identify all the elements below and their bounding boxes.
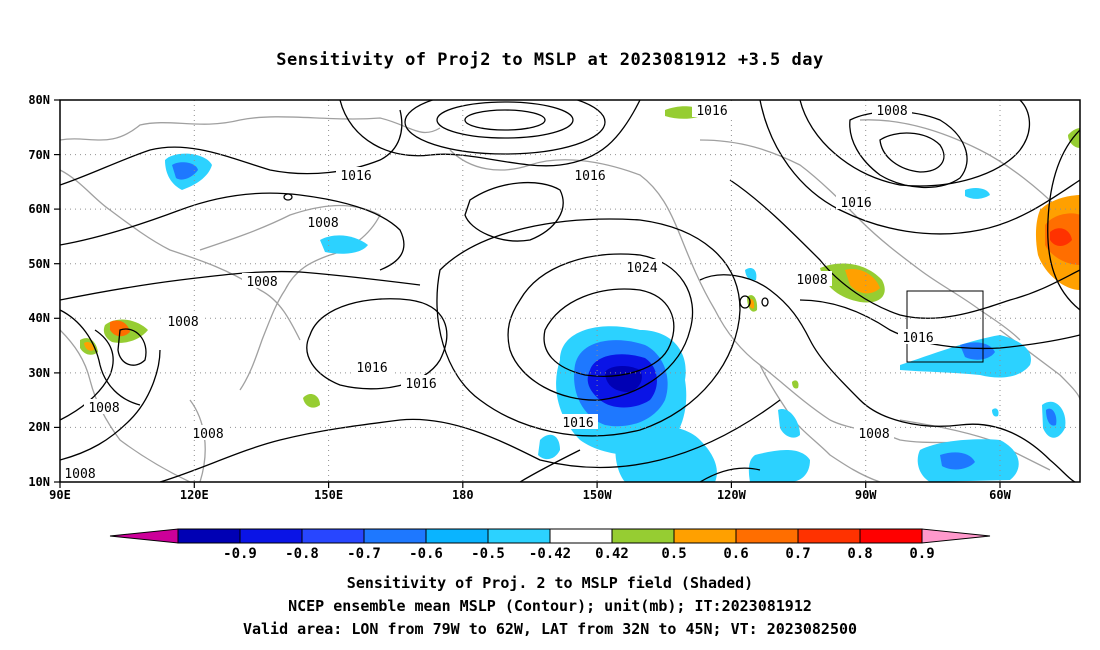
colorbar: -0.9 -0.8 -0.7 -0.6 -0.5 -0.42 0.42 0.5 0.6 0.7 0.… [109,528,991,562]
contour-labels: 1016 1008 1016 1016 1008 1024 1016 1008 … [60,102,938,482]
contour-label: 1008 [64,467,95,482]
colorbar-tick-label: 0.8 [847,546,872,562]
colorbar-left-triangle [109,528,179,544]
colorbar-swatch [611,528,675,544]
x-tick-label: 90E [49,488,71,502]
y-tick-label: 10N [28,475,50,489]
x-tick-label: 120W [717,488,747,502]
x-tick-label: 120E [180,488,209,502]
contour-label: 1016 [902,331,933,346]
contour-label: 1008 [88,401,119,416]
footer-line-contour: NCEP ensemble mean MSLP (Contour); unit(… [288,597,812,615]
contour-label: 1016 [574,169,605,184]
colorbar-labels: -0.9 -0.8 -0.7 -0.6 -0.5 -0.42 0.42 0.5 0.6 0.7 0.… [223,546,935,562]
colorbar-swatch [487,528,551,544]
x-tick-label: 60W [989,488,1011,502]
y-tick-label: 20N [28,420,50,434]
contour-label: 1016 [840,196,871,211]
colorbar-swatch [301,528,365,544]
contour-label: 1008 [167,315,198,330]
x-tick-label: 150W [583,488,613,502]
map-frame [59,99,1081,483]
y-tick-label: 30N [28,366,50,380]
colorbar-tick-label: 0.9 [909,546,934,562]
contour-label: 1024 [626,261,657,276]
mslp-contours [60,100,1080,482]
colorbar-tick-label: 0.5 [661,546,686,562]
colorbar-tick-label: -0.6 [409,546,443,562]
colorbar-boxes [177,528,923,544]
colorbar-tick-label: -0.7 [347,546,381,562]
x-tick-label: 180 [452,488,474,502]
colorbar-swatch [673,528,737,544]
valid-area-box [906,290,984,363]
contour-label: 1008 [192,427,223,442]
x-tick-label: 90W [855,488,877,502]
y-tick-label: 80N [28,93,50,107]
y-axis-labels: 80N 70N 60N 50N 40N 30N 20N 10N [28,93,50,489]
y-tick-label: 40N [28,311,50,325]
colorbar-tick-label: -0.42 [529,546,571,562]
chart-title: Sensitivity of Proj2 to MSLP at 20230819… [276,50,824,70]
contour-label: 1008 [246,275,277,290]
colorbar-right-triangle [921,528,991,544]
contour-label: 1008 [796,273,827,288]
y-tick-label: 70N [28,148,50,162]
y-tick-label: 60N [28,202,50,216]
colorbar-tick-label: -0.5 [471,546,505,562]
contour-label: 1008 [307,216,338,231]
contour-label: 1016 [405,377,436,392]
x-axis-labels: 90E 120E 150E 180 150W 120W 90W 60W [49,488,1011,502]
colorbar-swatch [549,528,613,544]
colorbar-swatch [363,528,427,544]
x-tick-label: 150E [314,488,343,502]
colorbar-swatch [859,528,923,544]
shaded-sensitivity [80,106,1080,482]
colorbar-swatch [425,528,489,544]
colorbar-swatch [177,528,241,544]
colorbar-swatch [735,528,799,544]
axis-ticks [54,99,1001,488]
colorbar-tick-label: 0.7 [785,546,810,562]
contour-label: 1016 [562,416,593,431]
contour-label: 1016 [356,361,387,376]
colorbar-swatch [797,528,861,544]
footer-line-shaded: Sensitivity of Proj. 2 to MSLP field (Sh… [346,574,754,592]
contour-label: 1016 [340,169,371,184]
contour-label: 1008 [858,427,889,442]
colorbar-tick-label: 0.6 [723,546,748,562]
colorbar-tick-label: 0.42 [595,546,629,562]
y-tick-label: 50N [28,257,50,271]
colorbar-swatch [239,528,303,544]
contour-label: 1008 [876,104,907,119]
footer-line-valid-area: Valid area: LON from 79W to 62W, LAT fro… [242,620,858,638]
contour-label: 1016 [696,104,727,119]
colorbar-tick-label: -0.8 [285,546,319,562]
colorbar-tick-label: -0.9 [223,546,257,562]
